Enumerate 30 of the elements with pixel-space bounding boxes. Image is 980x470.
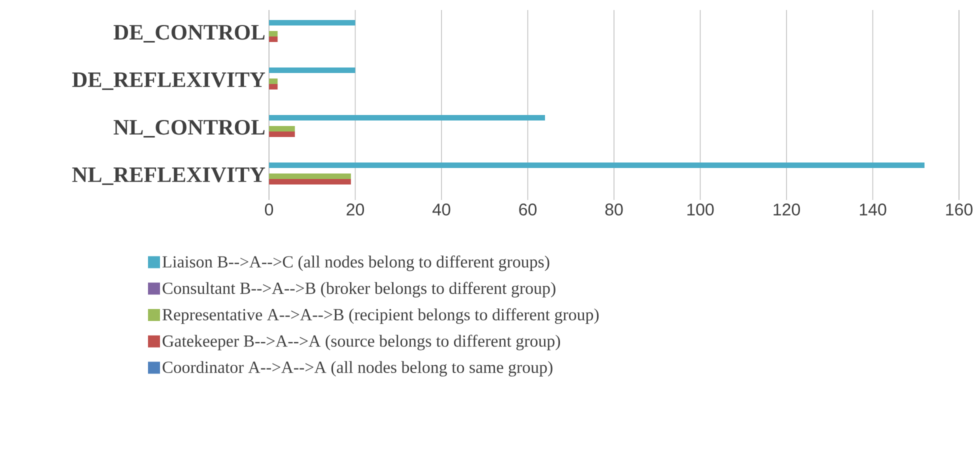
bar — [269, 162, 925, 168]
bar — [269, 36, 278, 42]
y-tick-label: DE_REFLEXIVITY — [72, 72, 266, 90]
bar — [269, 174, 351, 179]
y-tick-label: DE_CONTROL — [114, 24, 265, 43]
bar — [269, 84, 278, 90]
bar — [269, 115, 546, 120]
x-tick-label: 60 — [519, 204, 537, 216]
legend-label: Representative A-->A-->B (recipient belongs to different group) — [162, 308, 599, 324]
legend-label: Consultant B-->A-->B (broker belongs to different group) — [162, 282, 556, 298]
bar — [269, 132, 295, 137]
x-tick-label: 20 — [346, 204, 364, 216]
legend-label: Coordinator A-->A-->A (all nodes belong to same group) — [162, 361, 552, 377]
y-tick-label: NL_REFLEXIVITY — [72, 168, 266, 185]
x-tick-label: 100 — [687, 204, 714, 216]
bar — [269, 78, 278, 84]
x-tick-label: 40 — [432, 204, 450, 216]
bar — [269, 126, 295, 132]
x-tick-label: 0 — [264, 204, 274, 216]
y-tick-label: NL_CONTROL — [114, 120, 265, 138]
x-tick-label: 120 — [774, 204, 800, 216]
bar — [269, 179, 351, 184]
legend-label: Gatekeeper B-->A-->A (source belongs to different group) — [162, 334, 560, 350]
x-tick-label: 160 — [946, 204, 972, 216]
x-tick-label: 140 — [860, 204, 886, 216]
bar — [269, 20, 356, 26]
bar — [269, 68, 356, 73]
x-tick-label: 80 — [605, 204, 623, 216]
bar — [269, 31, 278, 36]
legend-label: Liaison B-->A-->C (all nodes belong to different groups) — [162, 255, 550, 272]
